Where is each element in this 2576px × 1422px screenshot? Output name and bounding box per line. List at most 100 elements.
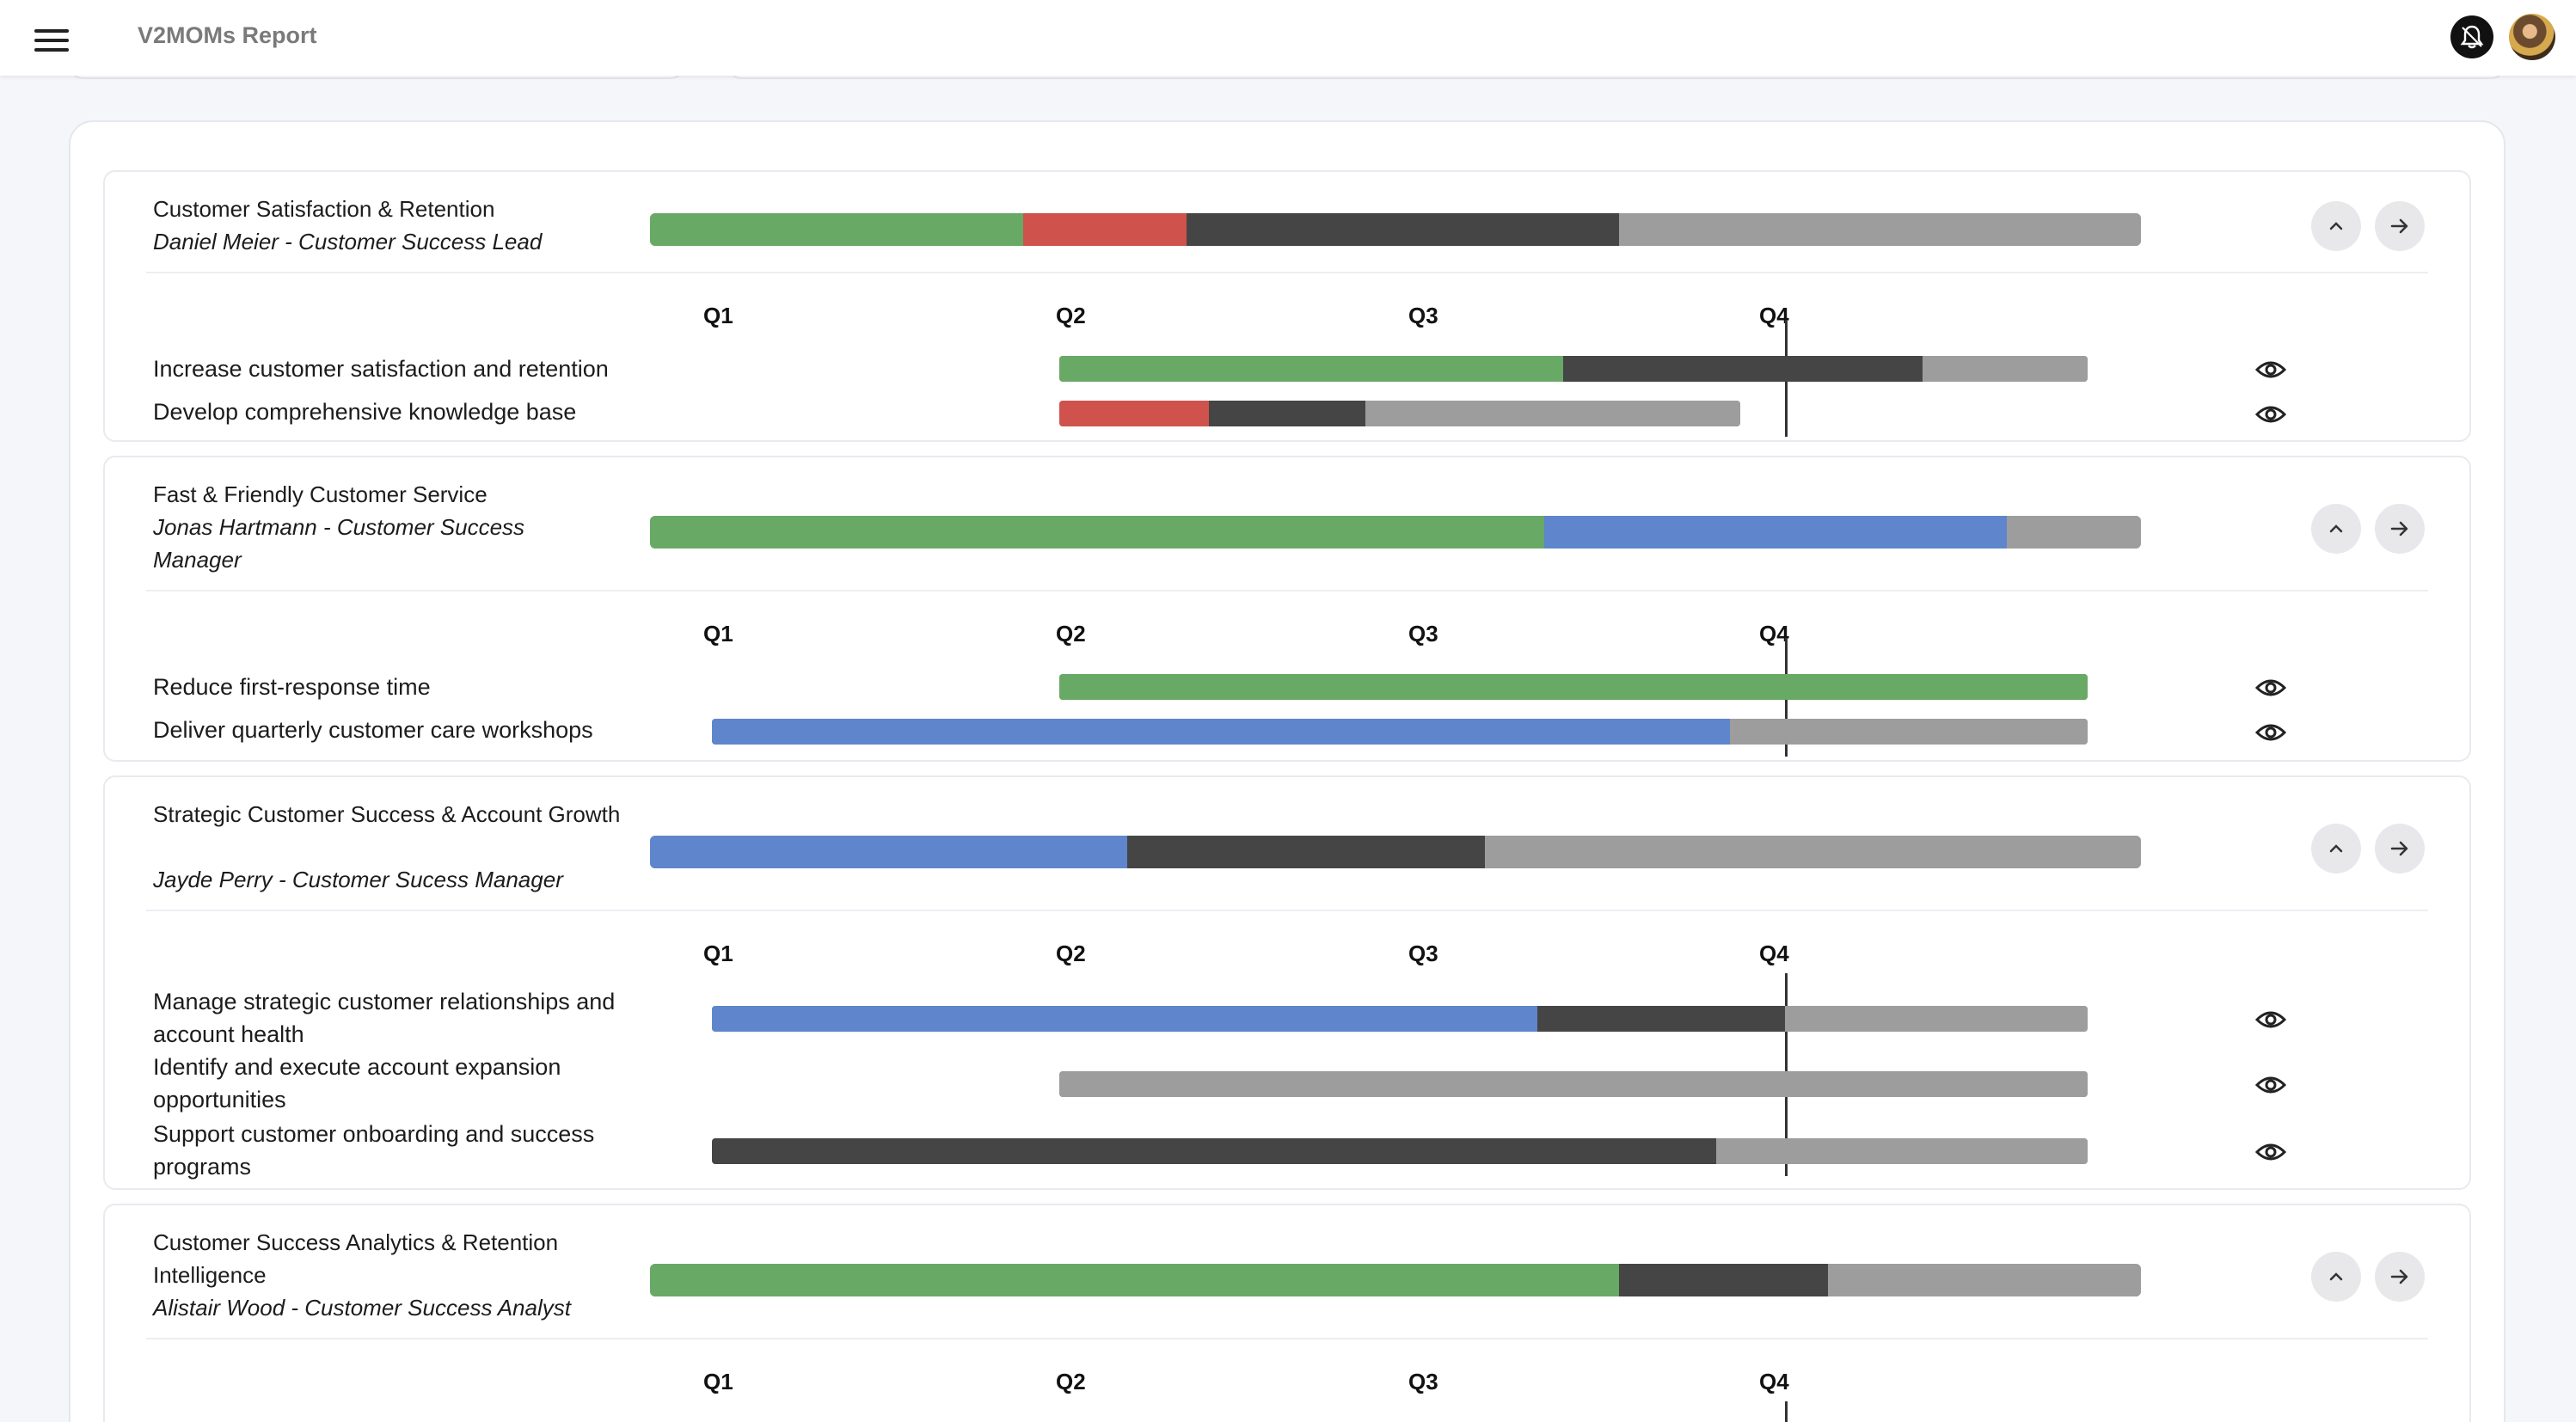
- progress-segment-grey: [1827, 1264, 2141, 1296]
- progress-segment-dark: [1619, 1264, 1828, 1296]
- progress-segment-red: [1059, 401, 1210, 426]
- quarter-label-q4: Q4: [1759, 303, 1789, 328]
- progress-segment-blue: [650, 836, 1127, 868]
- quarter-label-q4: Q4: [1759, 1369, 1789, 1394]
- quarter-label-q3: Q3: [1408, 621, 1438, 647]
- initiative-progress-bar: [1059, 674, 2088, 700]
- quarter-label-q2: Q2: [1056, 1369, 1086, 1394]
- quarter-label-q4: Q4: [1759, 621, 1789, 647]
- initiative-label: Increase customer satisfaction and reten…: [153, 356, 609, 382]
- card-title: Customer Satisfaction & Retention: [153, 196, 495, 222]
- collapse-button[interactable]: [2311, 1252, 2361, 1302]
- progress-segment-green: [1059, 674, 2088, 700]
- v2mom-card: Customer Satisfaction & Retention Daniel…: [103, 170, 2471, 442]
- open-details-button[interactable]: [2375, 824, 2425, 873]
- overall-progress-bar: [650, 1264, 2141, 1296]
- progress-segment-dark: [712, 1138, 1716, 1164]
- card-divider: [146, 272, 2428, 273]
- progress-segment-grey: [1729, 719, 2088, 745]
- progress-segment-green: [1059, 356, 1563, 382]
- arrow-right-icon: [2390, 218, 2408, 234]
- initiative-label: Reduce first-response time: [153, 674, 431, 700]
- progress-segment-dark: [1562, 356, 1923, 382]
- initiative-label: Develop comprehensive knowledge base: [153, 399, 577, 425]
- hamburger-menu-icon[interactable]: [34, 29, 69, 55]
- eye-icon[interactable]: [2254, 1008, 2287, 1032]
- card-title: Fast & Friendly Customer Service: [153, 481, 488, 507]
- chevron-up-icon: [2329, 222, 2343, 230]
- page-title: V2MOMs Report: [138, 22, 317, 48]
- initiative-label: Manage strategic customer relationships …: [153, 989, 616, 1047]
- card-title: Strategic Customer Success & Account Gro…: [153, 801, 621, 827]
- progress-segment-green: [650, 516, 1545, 549]
- progress-segment-grey: [1923, 356, 2088, 382]
- progress-segment-green: [650, 1264, 1620, 1296]
- progress-segment-blue: [1544, 516, 2007, 549]
- initiative-label: Deliver quarterly customer care workshop…: [153, 717, 593, 743]
- progress-segment-grey: [1485, 836, 2141, 868]
- card-owner: Alistair Wood - Customer Success Analyst: [153, 1295, 571, 1321]
- initiative-label: Identify and execute account expansion o…: [153, 1054, 561, 1112]
- progress-segment-dark: [1126, 836, 1486, 868]
- progress-segment-grey: [2006, 516, 2141, 549]
- overall-progress-bar: [650, 213, 2141, 246]
- progress-segment-red: [1022, 213, 1187, 246]
- v2mom-card: Customer Success Analytics & Retention I…: [103, 1204, 2471, 1422]
- collapse-button[interactable]: [2311, 504, 2361, 554]
- overall-progress-bar: [650, 516, 2141, 549]
- notification-button[interactable]: [2450, 15, 2493, 58]
- progress-segment-grey: [1365, 401, 1740, 426]
- arrow-right-icon: [2390, 841, 2408, 856]
- quarter-label-q4: Q4: [1759, 941, 1789, 966]
- progress-segment-dark: [1187, 213, 1620, 246]
- initiative-progress-bar: [712, 1006, 2088, 1032]
- today-marker: [1785, 1401, 1788, 1422]
- progress-segment-dark: [1209, 401, 1366, 426]
- top-bar: V2MOMs Report: [0, 0, 2576, 76]
- open-details-button[interactable]: [2375, 1252, 2425, 1302]
- overall-progress-bar: [650, 836, 2141, 868]
- progress-segment-green: [650, 213, 1023, 246]
- eye-icon[interactable]: [2254, 676, 2287, 700]
- quarter-label-q1: Q1: [703, 621, 733, 647]
- open-details-button[interactable]: [2375, 504, 2425, 554]
- initiative-progress-bar: [1059, 356, 2088, 382]
- quarter-label-q2: Q2: [1056, 941, 1086, 966]
- chevron-up-icon: [2329, 844, 2343, 853]
- eye-icon[interactable]: [2254, 720, 2287, 745]
- initiative-progress-bar: [712, 719, 2088, 745]
- quarter-label-q2: Q2: [1056, 303, 1086, 328]
- card-owner: Jonas Hartmann - Customer Success Manage…: [153, 514, 525, 573]
- card-owner: Jayde Perry - Customer Sucess Manager: [153, 867, 563, 892]
- collapse-button[interactable]: [2311, 824, 2361, 873]
- initiative-label: Support customer onboarding and success …: [153, 1121, 595, 1180]
- quarter-label-q3: Q3: [1408, 303, 1438, 328]
- eye-icon[interactable]: [2254, 1073, 2287, 1097]
- card-divider: [146, 590, 2428, 591]
- progress-segment-dark: [1536, 1006, 1785, 1032]
- quarter-label-q3: Q3: [1408, 1369, 1438, 1394]
- eye-icon[interactable]: [2254, 1140, 2287, 1164]
- quarter-label-q1: Q1: [703, 941, 733, 966]
- bell-icon: [2460, 25, 2484, 49]
- card-title: Customer Success Analytics & Retention I…: [153, 1229, 559, 1288]
- v2mom-card: Strategic Customer Success & Account Gro…: [103, 775, 2471, 1190]
- initiative-progress-bar: [1059, 401, 1740, 426]
- progress-segment-blue: [712, 719, 1730, 745]
- arrow-right-icon: [2390, 1269, 2408, 1284]
- chevron-up-icon: [2329, 1272, 2343, 1281]
- open-details-button[interactable]: [2375, 201, 2425, 251]
- card-divider: [146, 1338, 2428, 1339]
- eye-icon[interactable]: [2254, 358, 2287, 382]
- progress-segment-grey: [1059, 1071, 2088, 1097]
- collapse-button[interactable]: [2311, 201, 2361, 251]
- user-avatar[interactable]: [2509, 14, 2555, 60]
- progress-segment-blue: [712, 1006, 1537, 1032]
- arrow-right-icon: [2390, 521, 2408, 536]
- quarter-label-q3: Q3: [1408, 941, 1438, 966]
- card-divider: [146, 910, 2428, 911]
- initiative-progress-bar: [712, 1138, 2088, 1164]
- initiative-progress-bar: [1059, 1071, 2088, 1097]
- quarter-label-q1: Q1: [703, 303, 733, 328]
- eye-icon[interactable]: [2254, 402, 2287, 426]
